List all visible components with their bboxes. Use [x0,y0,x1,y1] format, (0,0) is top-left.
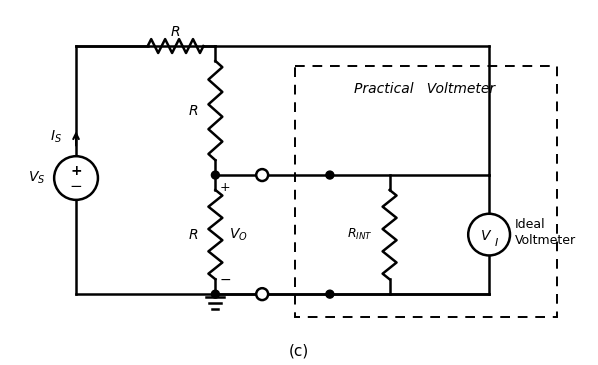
Text: $V_S$: $V_S$ [28,170,45,186]
Text: +: + [220,181,231,195]
Circle shape [54,156,98,200]
Text: $R$: $R$ [188,104,199,118]
Text: Ideal: Ideal [515,218,545,231]
Circle shape [212,290,219,298]
Circle shape [256,169,268,181]
Text: (c): (c) [289,343,309,358]
Text: $I_S$: $I_S$ [50,128,62,145]
Text: +: + [70,164,82,178]
Circle shape [326,171,334,179]
Circle shape [212,171,219,179]
Text: $I$: $I$ [493,235,499,247]
Text: $R$: $R$ [188,228,199,242]
Text: $R_{INT}$: $R_{INT}$ [347,227,373,242]
Text: −: − [69,180,83,195]
Circle shape [256,288,268,300]
Text: Voltmeter: Voltmeter [515,234,576,247]
Circle shape [326,290,334,298]
Text: $V$: $V$ [480,228,492,243]
Text: $V_O$: $V_O$ [229,226,248,243]
Circle shape [468,214,510,256]
Text: $R$: $R$ [170,25,181,39]
Text: Practical   Voltmeter: Practical Voltmeter [354,82,495,96]
Text: −: − [219,273,231,287]
